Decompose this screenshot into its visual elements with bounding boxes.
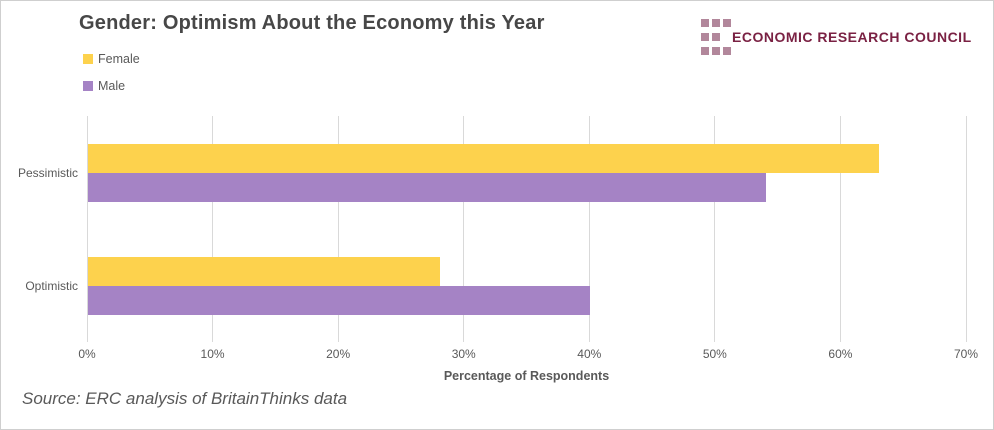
logo-square-icon bbox=[701, 47, 709, 55]
legend-swatch-icon bbox=[83, 81, 93, 91]
bar-optimistic-female bbox=[88, 256, 440, 286]
x-tick-label: 40% bbox=[577, 347, 602, 361]
bar-pessimistic-female bbox=[88, 143, 880, 173]
plot-area bbox=[86, 116, 967, 342]
bar-pessimistic-male bbox=[88, 172, 767, 202]
legend-item-male: Male bbox=[83, 78, 140, 94]
x-tick-label: 50% bbox=[702, 347, 727, 361]
category-label-optimistic: Optimistic bbox=[25, 278, 78, 293]
logo-square-icon bbox=[712, 47, 720, 55]
x-tick-label: 70% bbox=[953, 347, 979, 361]
gridline bbox=[463, 116, 465, 342]
gridline bbox=[337, 116, 339, 342]
logo-square-icon bbox=[701, 19, 709, 27]
legend-label: Male bbox=[98, 79, 126, 93]
logo-text: ECONOMIC RESEARCH COUNCIL bbox=[732, 29, 972, 45]
logo-square-icon bbox=[701, 33, 709, 41]
legend-swatch-icon bbox=[83, 54, 93, 64]
gridline bbox=[588, 116, 590, 342]
logo-square-icon bbox=[723, 19, 731, 27]
gridline bbox=[714, 116, 716, 342]
gridline bbox=[212, 116, 214, 342]
gridline bbox=[965, 116, 967, 342]
x-tick-label: 0% bbox=[78, 347, 96, 361]
bar-optimistic-male bbox=[88, 285, 591, 315]
logo-square-icon bbox=[723, 47, 731, 55]
gridline bbox=[86, 116, 88, 342]
legend-item-female: Female bbox=[83, 51, 140, 67]
logo-squares-icon bbox=[701, 14, 734, 56]
source-note: Source: ERC analysis of BritainThinks da… bbox=[22, 389, 348, 408]
x-tick-label: 60% bbox=[828, 347, 853, 361]
logo-square-icon bbox=[712, 33, 720, 41]
legend-label: Female bbox=[98, 52, 140, 66]
category-label-pessimistic: Pessimistic bbox=[17, 165, 78, 180]
x-axis-title: Percentage of Respondents bbox=[443, 369, 610, 383]
gridline bbox=[839, 116, 841, 342]
logo-square-icon bbox=[712, 19, 720, 27]
chart-title: Gender: Optimism About the Economy this … bbox=[79, 12, 545, 34]
x-tick-label: 10% bbox=[200, 347, 225, 361]
legend: Female Male bbox=[83, 51, 140, 105]
x-tick-label: 20% bbox=[326, 347, 351, 361]
x-tick-label: 30% bbox=[451, 347, 476, 361]
